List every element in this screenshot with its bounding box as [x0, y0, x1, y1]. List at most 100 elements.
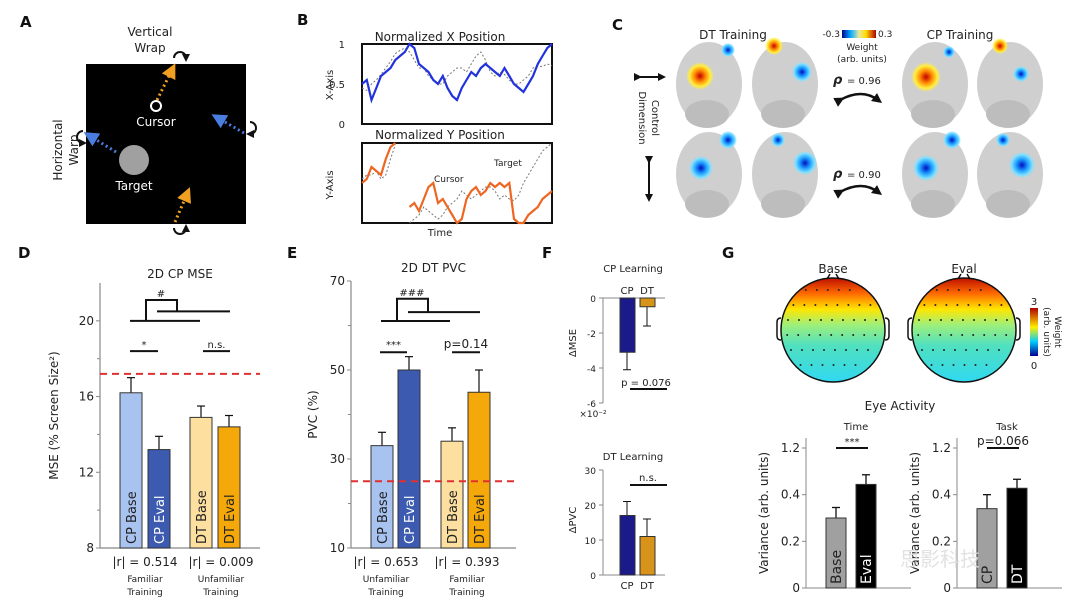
bar-dt-eval — [217, 426, 241, 549]
head-map — [902, 42, 968, 128]
head-face — [986, 190, 1030, 218]
head-map — [676, 131, 742, 218]
group-label: Familiar — [449, 575, 485, 585]
chart-f-cp-learning: CP Learning 0 -2 -4 -6×10⁻² ΔMSE CP DT p = 0.076 — [568, 264, 671, 420]
rho-symbol-bottom: ρ — [833, 167, 843, 182]
electrode — [841, 334, 844, 336]
y-tick-label: 8 — [86, 541, 94, 555]
group-label: Training — [202, 588, 239, 598]
positive-weight-spot — [992, 38, 1008, 54]
significance-label: *** — [386, 340, 401, 351]
bar-dt-base — [440, 440, 464, 549]
wrap-arrow-bottom-icon — [173, 224, 190, 235]
electrode — [985, 364, 988, 366]
electrode — [940, 319, 942, 321]
cursor-icon — [150, 100, 162, 112]
bar-cp-base — [119, 392, 143, 549]
electrode — [836, 304, 839, 306]
electrode — [837, 289, 840, 291]
positive-weight-spot — [765, 37, 783, 55]
head-face — [685, 190, 729, 218]
rho-symbol-top: ρ — [833, 73, 843, 88]
head-face — [761, 190, 805, 218]
y-position-plot — [361, 142, 553, 225]
significance-label: p=0.14 — [444, 337, 488, 351]
y-tick-label: 0.4 — [932, 488, 951, 502]
electrode — [874, 334, 877, 336]
electrode — [858, 304, 861, 306]
y-tick-label: -2 — [587, 330, 596, 340]
y-axis-label-y: Y-Axis — [325, 170, 336, 200]
electrode — [797, 334, 800, 336]
electrode — [952, 364, 955, 366]
electrode — [976, 349, 978, 351]
negative-weight-spot — [793, 151, 817, 175]
chart-title: Time — [843, 422, 868, 433]
electrode — [961, 334, 964, 336]
significance-label: p=0.066 — [977, 434, 1029, 448]
electrode — [842, 319, 844, 321]
electrode — [946, 289, 949, 291]
electrode — [823, 349, 825, 351]
y-tick-label: -6 — [587, 400, 596, 410]
electrode — [832, 364, 835, 366]
bar-dt-base — [189, 416, 213, 549]
electrode — [808, 334, 811, 336]
electrode — [804, 289, 807, 291]
negative-weight-spot — [719, 131, 737, 149]
y-axis-label: Variance (arb. units) — [908, 452, 922, 574]
electrode — [934, 304, 937, 306]
topomap-eval — [907, 273, 1021, 383]
electrode — [809, 319, 811, 321]
electrode — [974, 364, 977, 366]
y-tick-label: 1.2 — [781, 441, 800, 455]
y-axis-label: MSE (% Screen Size²) — [47, 351, 61, 479]
y-tick-label: 10 — [585, 537, 597, 547]
head-face — [685, 100, 729, 128]
electrode — [945, 304, 948, 306]
chart-g-time: Time 0 0.2 0.4 1.2 Variance (arb. units) Base E… — [757, 422, 911, 595]
bar-label: DT Base — [195, 490, 210, 544]
bar-dt — [639, 536, 656, 576]
topomap-colorbar-max: 3 — [1031, 297, 1037, 308]
electrode — [984, 319, 986, 321]
x-axis-label-time: Time — [427, 228, 452, 239]
tick-1: 1 — [339, 40, 345, 51]
electrode — [830, 334, 833, 336]
bar-dt — [639, 297, 656, 308]
electrode — [968, 289, 971, 291]
topomap-eval-title: Eval — [951, 262, 976, 276]
y-tick-label: 70 — [330, 274, 345, 288]
electrode — [810, 364, 813, 366]
chart-g-task: Task 0 0.2 0.4 1.2 Variance (arb. units) CP DT p… — [908, 422, 1062, 595]
colorbar-label-1: Weight — [846, 43, 878, 53]
positive-weight-spot — [686, 62, 714, 90]
electrode — [801, 349, 803, 351]
significance-label: p = 0.076 — [621, 378, 671, 389]
electrode — [854, 364, 857, 366]
chart-title-x-position: Normalized X Position — [375, 30, 506, 44]
bar-cp — [619, 297, 636, 353]
negative-weight-spot — [943, 46, 955, 58]
warp-arrow-right-icon — [246, 121, 257, 138]
scalp-circle — [780, 277, 886, 383]
series-line-target — [361, 47, 553, 92]
electrode — [1005, 334, 1008, 336]
electrode — [843, 364, 846, 366]
series-line-target — [361, 142, 553, 224]
correlation-arrow-bottom-icon — [833, 184, 883, 199]
group-label: Unfamiliar — [363, 575, 410, 585]
y-axis-label: Variance (arb. units) — [757, 452, 771, 574]
electrode — [856, 349, 858, 351]
y-tick-label: 0 — [590, 295, 596, 305]
interaction-label: # — [157, 289, 165, 300]
panel-label-a: A — [20, 13, 32, 31]
y-tick-label: 20 — [585, 502, 597, 512]
electrode — [989, 304, 992, 306]
bar-cp — [976, 508, 998, 589]
electrode — [923, 304, 926, 306]
electrode — [847, 304, 850, 306]
electrode — [979, 289, 982, 291]
head-face — [986, 100, 1030, 128]
panel-g-topomaps: Base Eval 3 0 Weight (arb. units) Eye Ac… — [776, 262, 1062, 413]
